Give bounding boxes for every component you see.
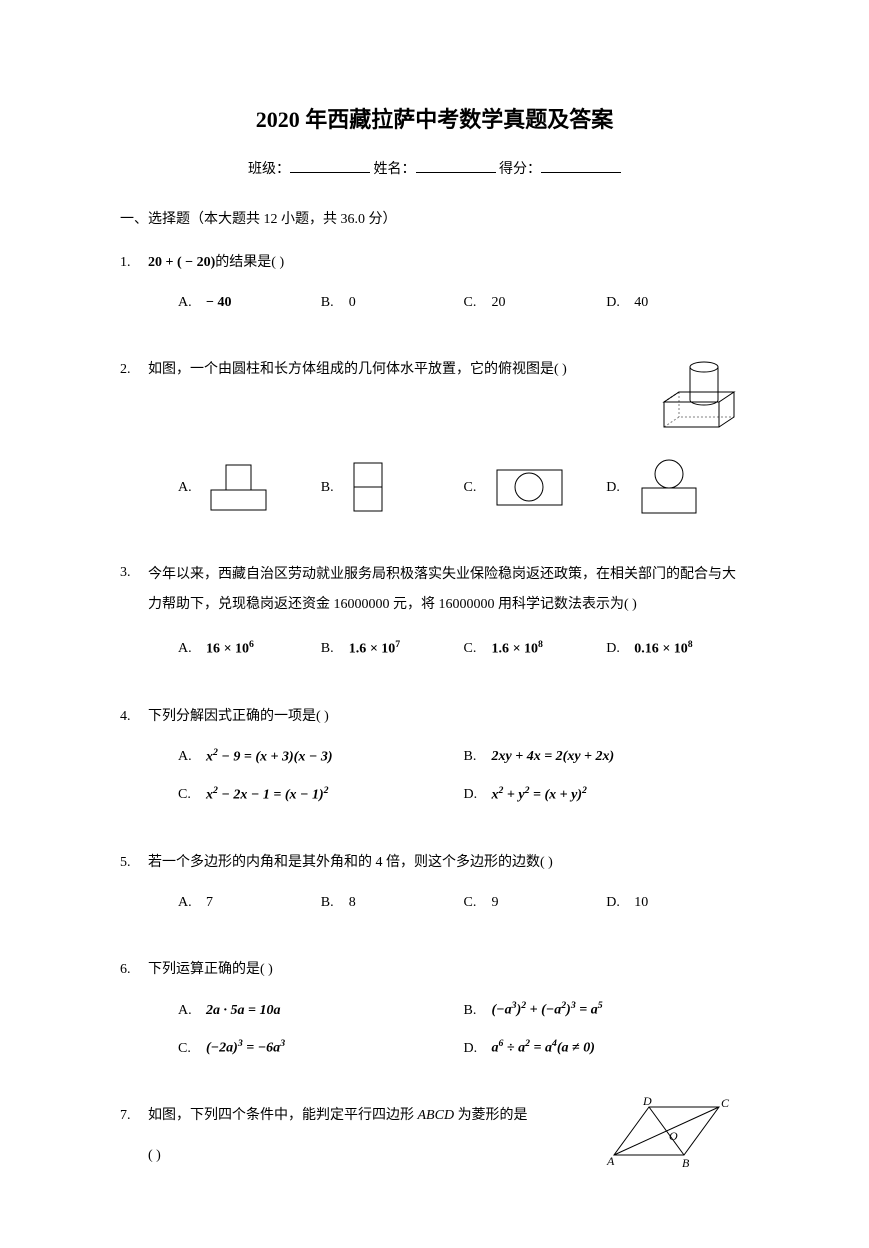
q4-opt-d[interactable]: D.x2 + y2 = (x + y)2 <box>464 782 750 808</box>
q4-text: 下列分解因式正确的一项是( ) <box>148 704 749 729</box>
q1-text: 20 + ( − 20)的结果是( ) <box>148 250 749 275</box>
q2-opt-b[interactable]: B. <box>321 458 464 518</box>
q6-text: 下列运算正确的是( ) <box>148 957 749 982</box>
q3-opt-c[interactable]: C.1.6 × 108 <box>464 636 607 662</box>
q5-opt-a[interactable]: A.7 <box>178 890 321 915</box>
q2-opt-d[interactable]: D. <box>606 458 749 518</box>
q2-opt-a-icon <box>206 460 276 515</box>
q4-opt-a[interactable]: A.x2 − 9 = (x + 3)(x − 3) <box>178 744 464 770</box>
q5-opt-c[interactable]: C.9 <box>464 890 607 915</box>
vertex-b: B <box>682 1156 690 1170</box>
q1-num: 1. <box>120 250 148 337</box>
q1-opt-d[interactable]: D.40 <box>606 290 749 315</box>
vertex-d: D <box>642 1095 652 1108</box>
q4-num: 4. <box>120 704 148 830</box>
info-line: 班级： 姓名： 得分： <box>120 155 749 182</box>
q6-num: 6. <box>120 957 148 1083</box>
q5-opt-b[interactable]: B.8 <box>321 890 464 915</box>
q1-opt-c[interactable]: C.20 <box>464 290 607 315</box>
vertex-o: O <box>669 1129 678 1143</box>
q5-opt-d[interactable]: D.10 <box>606 890 749 915</box>
q6-opt-b[interactable]: B.(−a3)2 + (−a2)3 = a5 <box>464 997 750 1023</box>
vertex-c: C <box>721 1096 730 1110</box>
q4-opt-b[interactable]: B.2xy + 4x = 2(xy + 2x) <box>464 744 750 770</box>
q2-num: 2. <box>120 357 148 539</box>
q2-opt-a[interactable]: A. <box>178 458 321 518</box>
q6-opt-c[interactable]: C.(−2a)3 = −6a3 <box>178 1035 464 1061</box>
q1-opt-a[interactable]: A.− 40 <box>178 290 321 315</box>
class-blank[interactable] <box>290 155 370 173</box>
name-label: 姓名： <box>374 162 416 177</box>
question-6: 6. 下列运算正确的是( ) A.2a · 5a = 10a B.(−a3)2 … <box>120 957 749 1083</box>
q3-text: 今年以来，西藏自治区劳动就业服务局积极落实失业保险稳岗返还政策，在相关部门的配合… <box>148 560 749 622</box>
q2-figure-icon <box>649 352 739 451</box>
q5-text: 若一个多边形的内角和是其外角和的 4 倍，则这个多边形的边数( ) <box>148 850 749 875</box>
q6-opt-d[interactable]: D.a6 ÷ a2 = a4(a ≠ 0) <box>464 1035 750 1061</box>
q6-opt-a[interactable]: A.2a · 5a = 10a <box>178 997 464 1023</box>
q5-num: 5. <box>120 850 148 937</box>
q3-opt-d[interactable]: D.0.16 × 108 <box>606 636 749 662</box>
question-3: 3. 今年以来，西藏自治区劳动就业服务局积极落实失业保险稳岗返还政策，在相关部门… <box>120 560 749 684</box>
q7-figure-icon: A B C D O <box>589 1095 739 1179</box>
score-blank[interactable] <box>541 155 621 173</box>
q7-num: 7. <box>120 1103 148 1168</box>
page-title: 2020 年西藏拉萨中考数学真题及答案 <box>120 100 749 140</box>
q3-opt-b[interactable]: B.1.6 × 107 <box>321 636 464 662</box>
q2-opt-c-icon <box>492 465 567 510</box>
q2-opt-d-icon <box>634 458 704 518</box>
q7-text: 如图，下列四个条件中，能判定平行四边形 ABCD 为菱形的是 A B C D O <box>148 1103 749 1128</box>
q3-opt-a[interactable]: A.16 × 106 <box>178 636 321 662</box>
question-7: 7. 如图，下列四个条件中，能判定平行四边形 ABCD 为菱形的是 A B C … <box>120 1103 749 1168</box>
q1-opt-b[interactable]: B.0 <box>321 290 464 315</box>
q4-opt-c[interactable]: C.x2 − 2x − 1 = (x − 1)2 <box>178 782 464 808</box>
name-blank[interactable] <box>416 155 496 173</box>
section-header: 一、选择题（本大题共 12 小题，共 36.0 分） <box>120 207 749 232</box>
q2-opt-c[interactable]: C. <box>464 458 607 518</box>
question-2: 2. 如图，一个由圆柱和长方体组成的几何体水平放置，它的俯视图是( ) <box>120 357 749 539</box>
q2-opt-b-icon <box>349 460 389 515</box>
q2-text: 如图，一个由圆柱和长方体组成的几何体水平放置，它的俯视图是( ) <box>148 357 749 382</box>
q1-expr: 20 + ( − 20) <box>148 255 215 270</box>
question-5: 5. 若一个多边形的内角和是其外角和的 4 倍，则这个多边形的边数( ) A.7… <box>120 850 749 937</box>
question-1: 1. 20 + ( − 20)的结果是( ) A.− 40 B.0 C.20 D… <box>120 250 749 337</box>
question-4: 4. 下列分解因式正确的一项是( ) A.x2 − 9 = (x + 3)(x … <box>120 704 749 830</box>
vertex-a: A <box>606 1154 615 1168</box>
q3-num: 3. <box>120 560 148 684</box>
class-label: 班级： <box>248 162 290 177</box>
score-label: 得分： <box>499 162 541 177</box>
